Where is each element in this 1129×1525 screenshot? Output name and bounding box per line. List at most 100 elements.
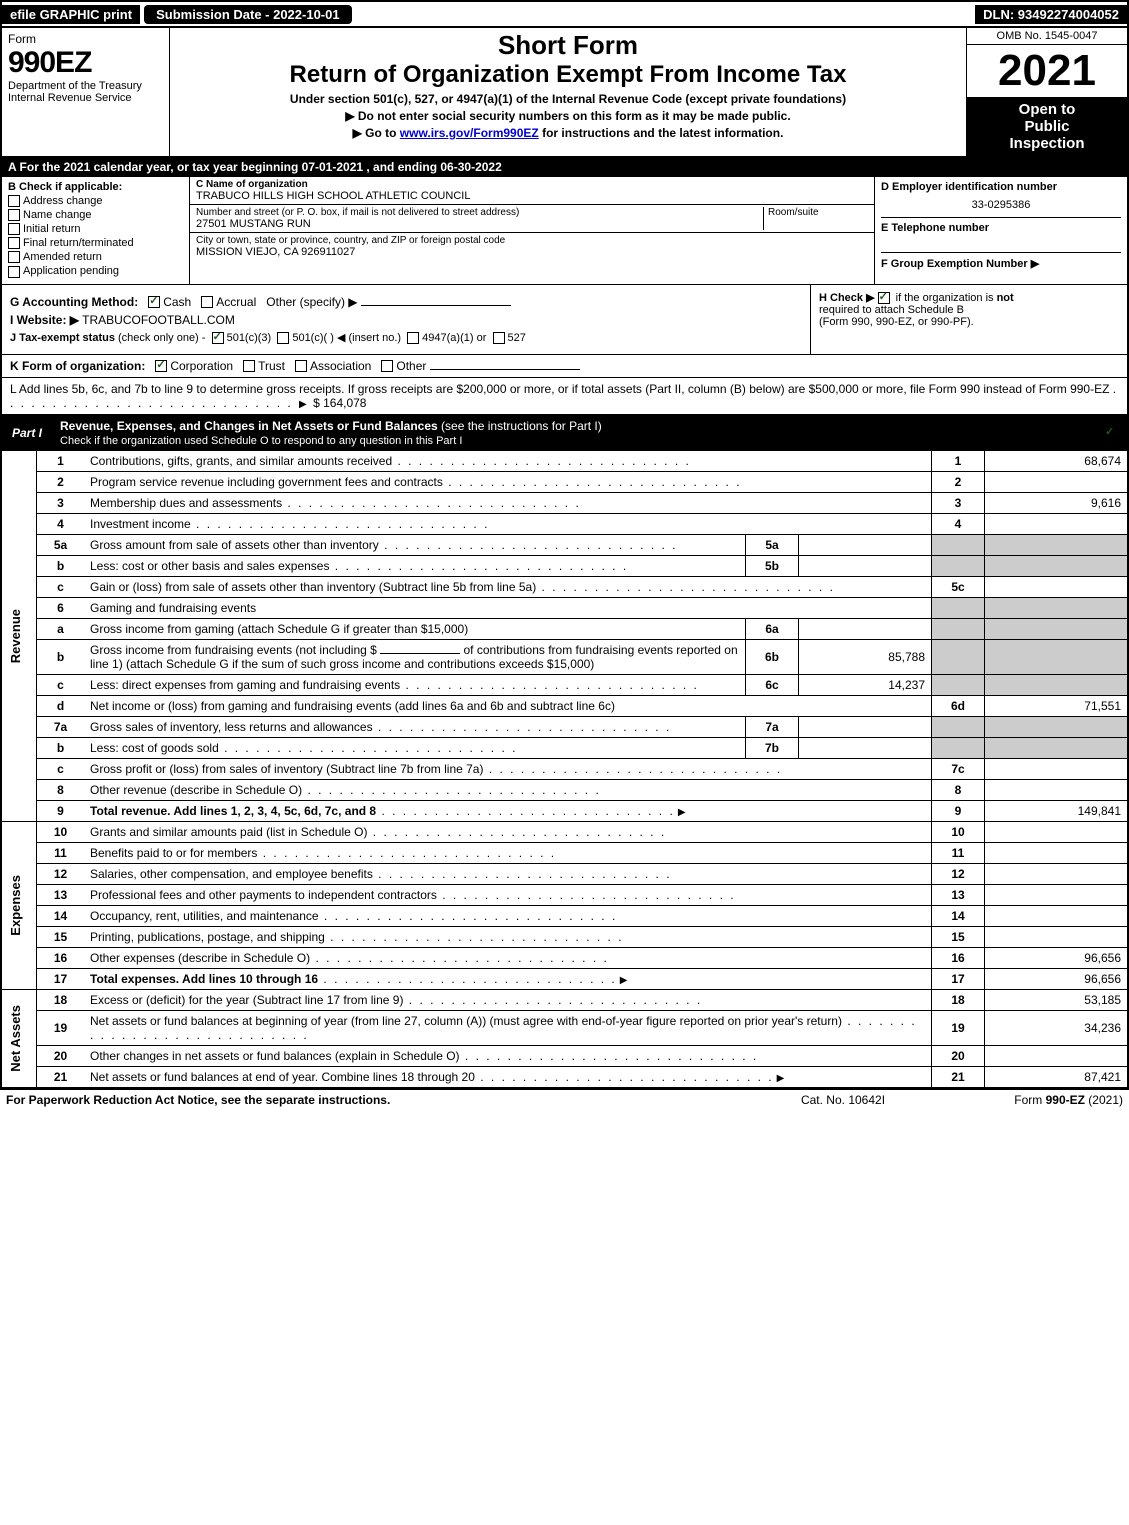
- ln-desc: Total expenses. Add lines 10 through 16: [84, 968, 932, 989]
- h-check-label: H Check ▶: [819, 292, 875, 304]
- ln-num: 14: [37, 905, 85, 926]
- box-num: 6d: [932, 695, 985, 716]
- h-not: not: [997, 292, 1014, 304]
- ln-desc: Grants and similar amounts paid (list in…: [84, 821, 932, 842]
- line-21: 21 Net assets or fund balances at end of…: [1, 1066, 1128, 1087]
- ln-num: 1: [37, 451, 85, 472]
- sub-num: 7a: [746, 716, 799, 737]
- dots: [373, 720, 672, 734]
- box-num: 18: [932, 989, 985, 1010]
- col-d-ein: D Employer identification number 33-0295…: [874, 177, 1127, 284]
- desc-text: Other revenue (describe in Schedule O): [90, 783, 302, 797]
- dots: [475, 1070, 774, 1084]
- chk-address-change[interactable]: Address change: [8, 195, 183, 207]
- l-amount: $ 164,078: [313, 396, 366, 410]
- box-num-grey: [932, 716, 985, 737]
- checkbox-icon[interactable]: [295, 360, 307, 372]
- box-num: 4: [932, 513, 985, 534]
- g-other: Other (specify) ▶: [266, 295, 357, 309]
- line-8: 8 Other revenue (describe in Schedule O)…: [1, 779, 1128, 800]
- checkbox-icon[interactable]: [148, 296, 160, 308]
- checkbox-icon[interactable]: [878, 292, 890, 304]
- street-label: Number and street (or P. O. box, if mail…: [196, 207, 763, 218]
- box-num: 11: [932, 842, 985, 863]
- header-sub3: ▶ Go to www.irs.gov/Form990EZ for instru…: [178, 126, 958, 140]
- desc-text: Professional fees and other payments to …: [90, 888, 437, 902]
- part1-title: Revenue, Expenses, and Changes in Net As…: [52, 415, 1096, 451]
- checkbox-icon[interactable]: [243, 360, 255, 372]
- box-val: [985, 513, 1129, 534]
- checkbox-icon: [8, 209, 20, 221]
- checkbox-icon[interactable]: [381, 360, 393, 372]
- header-sub2: ▶ Do not enter social security numbers o…: [178, 109, 958, 123]
- ln-num: 2: [37, 471, 85, 492]
- irs-link[interactable]: www.irs.gov/Form990EZ: [400, 126, 539, 140]
- lines-table: Revenue 1 Contributions, gifts, grants, …: [0, 451, 1129, 1088]
- dots: [310, 951, 609, 965]
- desc-text: Program service revenue including govern…: [90, 475, 443, 489]
- checkbox-icon[interactable]: [277, 332, 289, 344]
- box-num-grey: [932, 674, 985, 695]
- ln-num: 8: [37, 779, 85, 800]
- header-center: Short Form Return of Organization Exempt…: [170, 28, 966, 156]
- sub-val: [799, 716, 932, 737]
- c-label: C Name of organization: [196, 179, 868, 190]
- line-6a: a Gross income from gaming (attach Sched…: [1, 618, 1128, 639]
- netassets-label-text: Net Assets: [8, 1005, 23, 1072]
- row-a-tax-year: A For the 2021 calendar year, or tax yea…: [0, 158, 1129, 177]
- box-val-grey: [985, 555, 1129, 576]
- line-6d: d Net income or (loss) from gaming and f…: [1, 695, 1128, 716]
- box-val: [985, 1045, 1129, 1066]
- footer-catno: Cat. No. 10642I: [743, 1093, 943, 1107]
- ln-desc: Excess or (deficit) for the year (Subtra…: [84, 989, 932, 1010]
- box-num: 3: [932, 492, 985, 513]
- desc-text: Gross amount from sale of assets other t…: [90, 538, 379, 552]
- desc-text: Contributions, gifts, grants, and simila…: [90, 454, 392, 468]
- ln-num: 10: [37, 821, 85, 842]
- k-corp: Corporation: [170, 359, 233, 373]
- dots: [191, 517, 490, 531]
- c-city-row: City or town, state or province, country…: [190, 233, 874, 260]
- desc-text: Other changes in net assets or fund bala…: [90, 1049, 460, 1063]
- desc-text: Membership dues and assessments: [90, 496, 282, 510]
- box-num: 17: [932, 968, 985, 989]
- netassets-vlabel: Net Assets: [1, 989, 37, 1087]
- box-val: 53,185: [985, 989, 1129, 1010]
- chk-initial-return[interactable]: Initial return: [8, 223, 183, 235]
- dots: [460, 1049, 759, 1063]
- box-val: 34,236: [985, 1010, 1129, 1045]
- ln-num: 17: [37, 968, 85, 989]
- box-val: [985, 842, 1129, 863]
- j-501c3: 501(c)(3): [227, 332, 272, 344]
- g-label: G Accounting Method:: [10, 295, 138, 309]
- dln-label: DLN: 93492274004052: [975, 5, 1127, 24]
- checkbox-icon[interactable]: [493, 332, 505, 344]
- chk-name-change[interactable]: Name change: [8, 209, 183, 221]
- open-to-public: Open to Public Inspection: [967, 97, 1127, 156]
- checkbox-icon[interactable]: [201, 296, 213, 308]
- box-val: [985, 779, 1129, 800]
- ln-num: 19: [37, 1010, 85, 1045]
- f-label: F Group Exemption Number ▶: [881, 252, 1121, 270]
- box-val-grey: [985, 618, 1129, 639]
- header-right: OMB No. 1545-0047 2021 Open to Public In…: [966, 28, 1127, 156]
- checkbox-icon[interactable]: [155, 360, 167, 372]
- box-num-grey: [932, 737, 985, 758]
- chk-amended[interactable]: Amended return: [8, 251, 183, 263]
- arrow-icon: [675, 804, 689, 818]
- footer-right: Form 990-EZ (2021): [943, 1093, 1123, 1107]
- chk-label: Application pending: [23, 265, 119, 277]
- checkbox-icon: [8, 223, 20, 235]
- checkbox-icon[interactable]: [407, 332, 419, 344]
- checkbox-icon[interactable]: [1104, 427, 1116, 439]
- box-num: 1: [932, 451, 985, 472]
- chk-final-return[interactable]: Final return/terminated: [8, 237, 183, 249]
- short-form-title: Short Form: [178, 30, 958, 61]
- line-19: 19 Net assets or fund balances at beginn…: [1, 1010, 1128, 1045]
- chk-pending[interactable]: Application pending: [8, 265, 183, 277]
- checkbox-icon[interactable]: [212, 332, 224, 344]
- box-num-grey: [932, 555, 985, 576]
- line-4: 4 Investment income 4: [1, 513, 1128, 534]
- expenses-label-text: Expenses: [8, 875, 23, 936]
- ln-num: d: [37, 695, 85, 716]
